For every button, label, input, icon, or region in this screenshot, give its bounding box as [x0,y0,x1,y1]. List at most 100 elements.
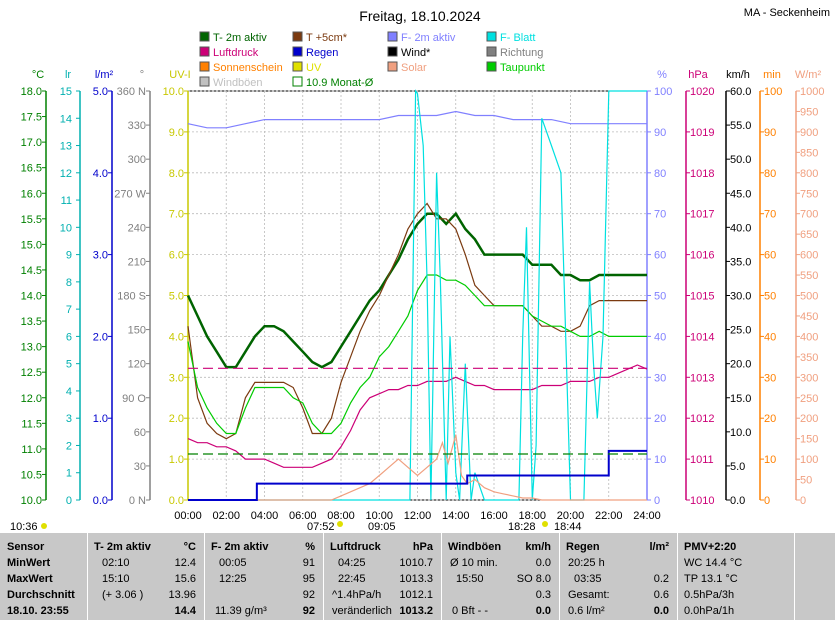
axis-tick-label-solar: 800 [800,168,818,180]
axis-tick-label-solar: 50 [800,475,812,487]
sensor-header: Sensor [7,541,45,553]
axis-tick-label-uv: 7.0 [169,209,184,221]
axis-tick-label-solar: 350 [800,352,818,364]
axis-tick-label-uv: 2.0 [169,413,184,425]
axis-tick-label-wind: 10.0 [730,427,751,439]
axis-tick-label-temp_c: 17.5 [21,112,42,124]
axis-tick-label-temp_c: 13.5 [21,316,42,328]
legend-swatch [292,46,303,57]
axis-tick-label-min: 100 [764,86,782,98]
axis-tick-label-min: 50 [764,291,776,303]
axis-tick-label-uv: 6.0 [169,250,184,262]
legend: T- 2m aktiv T +5cm* F- 2m aktiv F- Blatt Luf… [199,31,545,89]
axis-tick-label-dir: 30 [134,461,146,473]
wind-avg-value: 0.3 [535,589,551,601]
x-tick-label: 06:00 [289,510,317,522]
rain-column: Regen l/m² 20:25 h 03:35 0.2 Gesamt: 0.6… [560,533,678,620]
axis-unit-min: min [763,69,781,81]
axis-tick-label-solar: 450 [800,311,818,323]
series-line [186,211,647,369]
axis-tick-label-lr: 15 [60,86,72,98]
axis-tick-label-temp_c: 11.5 [21,418,42,430]
sunset-label: 18:28 [508,521,536,533]
axis-tick-label-rain: 5.0 [93,86,108,98]
axis-tick-label-hum: 100 [654,86,672,98]
axis-tick-label-lr: 6 [66,331,72,343]
x-tick-label: 08:00 [327,510,355,522]
axis-tick-label-solar: 900 [800,127,818,139]
axis-tick-label-rain: 0.0 [93,495,108,507]
axis-tick-label-uv: 4.0 [169,331,184,343]
axis-tick-label-wind: 35.0 [730,256,751,268]
rain-header: Regen [566,541,600,553]
legend-label: T- 2m aktiv [213,32,267,44]
axis-tick-label-min: 40 [764,331,776,343]
temp-current-value: 14.4 [174,605,196,617]
axis-tick-label-lr: 9 [66,250,72,262]
max-label: MaxWert [7,573,53,585]
pmv-pressure-1h: 0.0hPa/1h [684,605,735,617]
x-tick-label: 10:00 [365,510,393,522]
humidity-current-value: 92 [302,605,315,617]
weather-chart: Freitag, 18.10.2024 MA - Seckenheim T- 2… [10,7,830,533]
axis-tick-label-min: 80 [764,168,776,180]
axis-tick-label-press: 1010 [690,495,714,507]
legend-label: F- 2m aktiv [401,32,456,44]
humidity-absolute: 11.39 g/m³ [215,605,267,617]
legend-label: Sonnenschein [213,62,283,74]
axis-unit-hum: % [657,69,667,81]
axis-tick-label-solar: 750 [800,188,818,200]
rain-total-label: Gesamt: [568,589,610,601]
legend-swatch [292,61,303,72]
sensor-column: Sensor MinWert MaxWert Durchschnitt 18.1… [0,533,88,620]
legend-swatch [387,46,398,57]
legend-swatch [387,61,398,72]
legend-label: Wind* [401,47,431,59]
axis-tick-label-uv: 9.0 [169,127,184,139]
humidity-unit: % [305,541,315,553]
x-tick-label: 20:00 [557,510,585,522]
chart-title: Freitag, 18.10.2024 [359,8,481,24]
axis-tick-label-wind: 0.0 [730,495,745,507]
humidity-min-time: 00:05 [219,557,247,569]
axis-tick-label-lr: 0 [66,495,72,507]
axis-tick-label-dir: 330 [128,120,146,132]
axis-tick-label-press: 1017 [690,209,714,221]
noon-label: 09:05 [368,521,396,533]
axis-tick-label-min: 90 [764,127,776,139]
temp-column: T- 2m aktiv °C 02:10 12.4 15:10 15.6 (+ … [88,533,205,620]
axis-tick-label-solar: 250 [800,393,818,405]
axis-tick-label-min: 30 [764,372,776,384]
axis-tick-label-wind: 15.0 [730,393,751,405]
rain-max-value: 0.2 [653,573,669,585]
axis-tick-label-dir: 120 [128,359,146,371]
axis-tick-label-dir: 150 [128,325,146,337]
min-label: MinWert [7,557,51,569]
humidity-min-value: 91 [302,557,315,569]
pressure-forecast: veränderlich [332,605,392,617]
pressure-min-value: 1010.7 [399,557,433,569]
pressure-column: Luftdruck hPa 04:25 1010.7 22:45 1013.3 … [324,533,442,620]
axis-tick-label-wind: 45.0 [730,188,751,200]
axis-tick-label-press: 1016 [690,250,714,262]
axis-tick-label-min: 60 [764,250,776,262]
axis-tick-label-hum: 20 [654,413,666,425]
axis-tick-label-lr: 13 [60,141,72,153]
legend-label: Richtung [500,47,543,59]
legend-swatch [486,61,497,72]
axis-tick-label-press: 1015 [690,291,714,303]
axis-tick-label-lr: 10 [60,222,72,234]
axis-tick-label-solar: 500 [800,291,818,303]
pressure-avg-value: 1012.1 [399,589,433,601]
axis-tick-label-hum: 60 [654,250,666,262]
pmv-column: PMV+2:20 WC 14.4 °C TP 13.1 °C 0.5hPa/3h… [678,533,795,620]
x-tick-label: 24:00 [633,510,661,522]
axis-tick-label-wind: 60.0 [730,86,751,98]
rain-day-total: 0.6 l/m² [568,605,605,617]
axis-tick-label-temp_c: 11.0 [21,444,42,456]
temp-unit: °C [183,541,196,553]
rain-max-time: 03:35 [574,573,602,585]
axis-tick-label-press: 1018 [690,168,714,180]
legend-swatch [292,76,303,87]
axis-tick-label-dir: 0 N [129,495,146,507]
